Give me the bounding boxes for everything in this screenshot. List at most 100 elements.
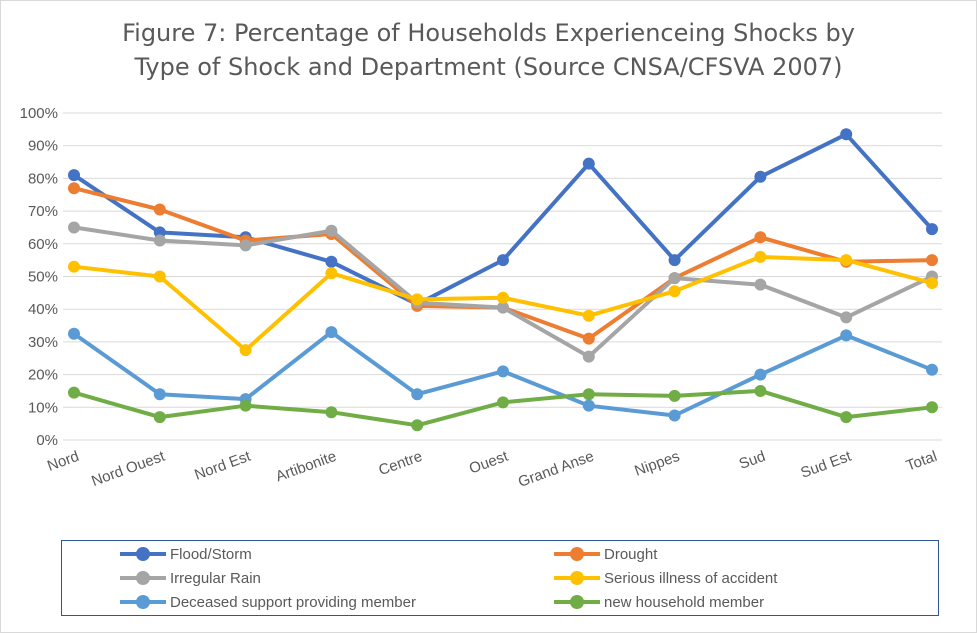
x-tick-label: Nord <box>45 448 81 475</box>
data-point <box>325 224 338 237</box>
data-point <box>153 411 166 424</box>
chart-title-line-2: Type of Shock and Department (Source CNS… <box>134 53 843 81</box>
y-tick-label: 10% <box>28 399 58 416</box>
data-point <box>926 223 938 236</box>
data-point <box>582 309 595 322</box>
series-4 <box>68 326 938 422</box>
y-tick-label: 50% <box>28 269 58 286</box>
series-group <box>68 128 938 432</box>
series-2 <box>68 221 938 363</box>
legend-item: Drought <box>554 542 657 566</box>
data-point <box>497 291 509 304</box>
data-point <box>325 255 338 268</box>
legend-label: Serious illness of accident <box>604 569 778 587</box>
data-point <box>754 384 767 397</box>
data-point <box>68 221 80 234</box>
x-tick-label: Grand Anse <box>516 448 596 491</box>
data-point <box>239 399 252 412</box>
y-tick-label: 60% <box>28 236 58 253</box>
y-tick-label: 70% <box>28 203 58 220</box>
legend-item: Serious illness of accident <box>554 566 777 590</box>
legend-swatch <box>120 546 166 562</box>
data-point <box>754 368 767 381</box>
data-point <box>668 285 681 298</box>
data-point <box>497 396 509 409</box>
legend-item: Flood/Storm <box>120 542 252 566</box>
legend-swatch <box>554 546 600 562</box>
data-point <box>325 406 338 419</box>
legend-item: new household member <box>554 590 764 614</box>
legend-label: Drought <box>604 545 658 563</box>
legend-swatch <box>554 594 600 610</box>
legend: Flood/Storm Drought Irregular Rain Serious … <box>61 540 939 616</box>
legend-item: Deceased support providing member <box>120 590 416 614</box>
data-point <box>68 169 80 182</box>
data-point <box>325 326 338 339</box>
chart-title-line-1: Figure 7: Percentage of Households Exper… <box>122 19 855 47</box>
data-point <box>239 344 252 357</box>
y-tick-label: 20% <box>28 367 58 384</box>
data-point <box>497 254 509 267</box>
data-point <box>668 409 681 422</box>
data-point <box>411 388 424 401</box>
series-5 <box>68 384 938 432</box>
x-tick-label: Ouest <box>467 448 511 478</box>
data-point <box>754 170 767 183</box>
data-point <box>411 419 424 432</box>
data-point <box>497 301 509 314</box>
data-point <box>926 363 938 376</box>
x-tick-label: Nippes <box>632 448 682 480</box>
y-tick-label: 80% <box>28 170 58 187</box>
legend-label: Irregular Rain <box>170 569 261 587</box>
x-tick-label: Nord Est <box>192 448 253 484</box>
x-tick-label: Total <box>904 448 940 475</box>
y-tick-label: 30% <box>28 334 58 351</box>
data-point <box>582 399 595 412</box>
series-3 <box>68 250 938 357</box>
series-0 <box>68 128 938 311</box>
legend-swatch <box>120 570 166 586</box>
data-point <box>239 239 252 252</box>
x-tick-label: Artibonite <box>273 448 338 486</box>
data-point <box>582 350 595 363</box>
data-point <box>840 329 853 342</box>
data-point <box>497 365 509 378</box>
legend-item: Irregular Rain <box>120 566 261 590</box>
data-point <box>668 389 681 402</box>
data-point <box>840 311 853 324</box>
legend-swatch <box>120 594 166 610</box>
x-axis-ticks: Nord Nord Ouest Nord Est Artibonite Centre Ou… <box>45 447 939 490</box>
data-point <box>840 254 853 267</box>
data-point <box>153 388 166 401</box>
data-point <box>926 401 938 414</box>
data-point <box>68 386 80 399</box>
x-tick-label: Sud <box>737 448 768 473</box>
data-point <box>926 277 938 290</box>
legend-label: Deceased support providing member <box>170 593 416 611</box>
series-line <box>72 132 934 307</box>
chart-title: Figure 7: Percentage of Households Exper… <box>0 16 977 84</box>
legend-label: Flood/Storm <box>170 545 252 563</box>
x-tick-label: Centre <box>376 448 424 479</box>
data-point <box>325 267 338 280</box>
data-point <box>840 128 853 141</box>
data-point <box>754 278 767 291</box>
data-point <box>153 234 166 247</box>
data-point <box>754 250 767 263</box>
data-point <box>582 332 595 345</box>
data-point <box>754 231 767 244</box>
data-point <box>840 411 853 424</box>
y-axis-ticks: 0% 10% 20% 30% 40% 50% 60% 70% 80% 90% 100% <box>20 105 58 449</box>
x-tick-label: Sud Est <box>798 447 854 481</box>
data-point <box>926 254 938 267</box>
data-point <box>582 388 595 401</box>
data-point <box>582 157 595 170</box>
data-point <box>68 182 80 195</box>
data-point <box>668 254 681 267</box>
legend-swatch <box>554 570 600 586</box>
data-point <box>153 270 166 283</box>
data-point <box>153 203 166 216</box>
y-tick-label: 90% <box>28 138 58 155</box>
legend-label: new household member <box>604 593 765 611</box>
